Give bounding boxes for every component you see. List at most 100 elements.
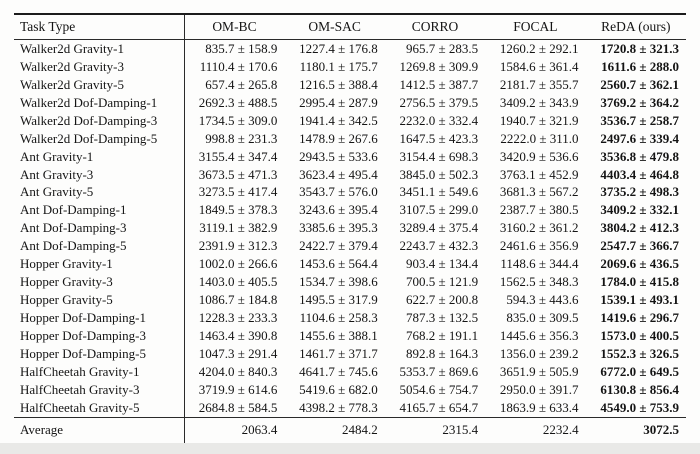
score-cell: 2243.7 ± 432.3 [399,238,479,254]
score-cell: 1419.6 ± 296.7 [600,310,679,326]
results-table: Task Type OM-BC OM-SAC CORRO FOCAL ReDA … [14,13,686,445]
score-cell: 3243.6 ± 395.4 [299,202,378,218]
score-cell: 1734.5 ± 309.0 [183,111,285,130]
task-name: Ant Gravity-3 [20,166,94,182]
score-cell: 1863.9 ± 633.4 [499,399,579,415]
score-cell: 3735.2 ± 498.3 [600,184,679,200]
score-cell: 1180.1 ± 175.7 [299,58,378,74]
score-cell: 903.4 ± 134.4 [406,256,479,272]
table-row: Hopper Gravity-3 1403.0 ± 405.5 1534.7 ± 3… [14,273,686,292]
score-cell: 2684.8 ± 584.5 [183,398,285,418]
task-name: Hopper Gravity-5 [20,292,113,308]
score-cell: 3420.9 ± 536.6 [499,148,579,164]
score-cell: 2950.0 ± 391.7 [499,381,579,397]
score-cell: 1720.8 ± 321.3 [600,40,679,56]
score-cell: 3107.5 ± 299.0 [399,202,479,218]
task-name: Hopper Gravity-1 [20,256,113,272]
score-cell: 4398.2 ± 778.3 [299,399,378,415]
score-cell: 1412.5 ± 387.7 [399,76,479,92]
score-cell: 1562.5 ± 348.3 [499,274,579,290]
header-row: Task Type OM-BC OM-SAC CORRO FOCAL ReDA … [14,14,686,40]
table-row: Hopper Dof-Damping-1 1228.3 ± 233.3 1104.6… [14,309,686,327]
column-header-corro: CORRO [384,14,486,40]
score-cell: 3119.1 ± 382.9 [183,219,285,238]
score-cell: 1356.0 ± 239.2 [499,345,579,361]
score-cell: 3681.3 ± 567.2 [499,184,579,200]
table-row: HalfCheetah Gravity-1 4204.0 ± 840.3 4641.… [14,362,686,381]
score-cell: 1611.6 ± 288.0 [601,58,679,74]
average-label: Average [14,416,184,444]
task-name: Ant Gravity-1 [20,148,94,164]
score-cell: 1539.1 ± 493.1 [600,292,679,308]
task-name: Walker2d Gravity-3 [20,58,124,74]
task-name: Hopper Dof-Damping-3 [20,327,146,343]
score-cell: 2497.6 ± 339.4 [600,130,679,146]
score-cell: 1148.6 ± 344.4 [500,256,579,272]
score-cell: 5353.7 ± 869.6 [399,363,479,379]
table-row: Hopper Dof-Damping-3 1463.4 ± 390.8 1455.6… [14,327,686,345]
score-cell: 657.4 ± 265.8 [183,75,285,94]
score-cell: 2560.7 ± 362.1 [600,76,679,92]
average-focal: 2232.4 [485,416,586,444]
task-name: Hopper Dof-Damping-5 [20,345,146,361]
task-name: HalfCheetah Gravity-3 [20,381,140,397]
task-name: Ant Gravity-5 [20,184,94,200]
column-header-reda: ReDA (ours) [585,14,686,40]
score-cell: 998.8 ± 231.3 [183,129,285,148]
table-row: Ant Dof-Damping-3 3119.1 ± 382.9 3385.6 ± … [14,219,686,238]
score-cell: 6130.8 ± 856.4 [600,381,679,397]
score-cell: 3385.6 ± 395.3 [299,220,378,236]
score-cell: 1478.9 ± 267.6 [299,130,378,146]
score-cell: 594.3 ± 443.6 [506,292,579,308]
average-corro: 2315.4 [384,416,486,444]
average-reda: 3072.5 [585,416,686,444]
score-cell: 1647.5 ± 423.3 [399,130,479,146]
table-row: Walker2d Gravity-5 657.4 ± 265.8 1216.5 ± … [14,75,686,94]
table-row: Ant Gravity-3 3673.5 ± 471.3 3623.4 ± 495.… [14,165,686,184]
score-cell: 1403.0 ± 405.5 [183,273,285,292]
score-cell: 700.5 ± 121.9 [406,274,479,290]
task-name: Ant Dof-Damping-3 [20,220,127,236]
task-name: Walker2d Dof-Damping-5 [20,130,158,146]
score-cell: 2232.0 ± 332.4 [399,112,479,128]
table-row: Walker2d Dof-Damping-1 2692.3 ± 488.5 2995… [14,93,686,112]
score-cell: 5054.6 ± 754.7 [399,381,479,397]
table-row: Walker2d Gravity-1 835.7 ± 158.9 1227.4 ± … [14,39,686,58]
score-cell: 1445.6 ± 356.3 [499,327,579,343]
task-name: Walker2d Dof-Damping-1 [20,94,158,110]
score-cell: 3409.2 ± 343.9 [499,94,579,110]
score-cell: 1228.3 ± 233.3 [183,309,285,327]
table-row: Hopper Dof-Damping-5 1047.3 ± 291.4 1461.7… [14,344,686,363]
score-cell: 892.8 ± 164.3 [406,345,479,361]
column-header-focal: FOCAL [485,14,586,40]
score-cell: 1461.7 ± 371.7 [299,345,378,361]
task-name: Hopper Gravity-3 [20,274,113,290]
score-cell: 787.3 ± 132.5 [406,310,479,326]
table-row: Ant Gravity-1 3155.4 ± 347.4 2943.5 ± 533.… [14,147,686,166]
score-cell: 1941.4 ± 342.5 [299,112,378,128]
score-cell: 1573.0 ± 400.5 [600,327,679,343]
average-om-bc: 2063.4 [183,416,285,444]
column-header-task-type: Task Type [14,14,184,40]
table-row: Ant Dof-Damping-5 2391.9 ± 312.3 2422.7 ± … [14,237,686,256]
column-header-om-bc: OM-BC [183,14,285,40]
score-cell: 1086.7 ± 184.8 [183,291,285,310]
score-cell: 1849.5 ± 378.3 [183,201,285,220]
table-row: HalfCheetah Gravity-3 3719.9 ± 614.6 5419.… [14,380,686,399]
score-cell: 4403.4 ± 464.8 [600,166,679,182]
score-cell: 1047.3 ± 291.4 [183,344,285,363]
average-row: Average 2063.4 2484.2 2315.4 2232.4 3072… [14,416,686,444]
score-cell: 1552.3 ± 326.5 [600,345,679,361]
score-cell: 2461.6 ± 356.9 [499,238,579,254]
score-cell: 2069.6 ± 436.5 [600,256,679,272]
page-bottom-strip [0,443,700,454]
score-cell: 3289.4 ± 375.4 [399,220,479,236]
average-om-sac: 2484.2 [284,416,385,444]
score-cell: 3651.9 ± 505.9 [499,363,579,379]
column-header-om-sac: OM-SAC [284,14,385,40]
score-cell: 3536.7 ± 258.7 [600,112,679,128]
score-cell: 768.2 ± 191.1 [406,327,479,343]
score-cell: 3536.8 ± 479.8 [600,148,679,164]
score-cell: 1110.4 ± 170.6 [183,57,285,76]
